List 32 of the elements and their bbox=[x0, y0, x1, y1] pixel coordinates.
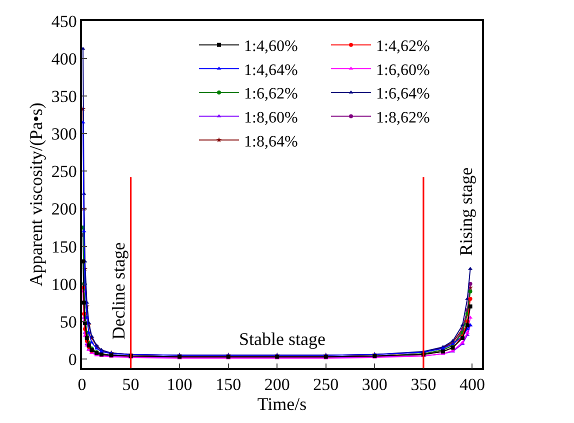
y-tick-label: 300 bbox=[51, 124, 77, 144]
legend-label: 1:4,60% bbox=[244, 38, 298, 56]
y-tick-label: 350 bbox=[51, 87, 77, 106]
y-tick-label: 150 bbox=[51, 237, 77, 256]
x-tick-label: 150 bbox=[216, 375, 242, 394]
x-tick-label: 100 bbox=[166, 375, 192, 394]
y-tick-label: 200 bbox=[51, 200, 77, 219]
annotation: Rising stage bbox=[456, 167, 476, 256]
x-tick-label: 250 bbox=[313, 375, 339, 394]
x-tick-label: 50 bbox=[122, 375, 140, 394]
x-tick-label: 300 bbox=[362, 375, 388, 394]
legend-label: 1:6,64% bbox=[376, 86, 430, 103]
legend-label: 1:4,64% bbox=[244, 62, 298, 79]
x-tick-label: 400 bbox=[459, 375, 485, 394]
legend-label: 1:4,62% bbox=[376, 38, 430, 56]
y-tick-label: 100 bbox=[51, 274, 77, 294]
x-axis-title: Time/s bbox=[257, 394, 307, 414]
x-tick-label: 350 bbox=[410, 375, 436, 394]
x-tick-label: 200 bbox=[264, 375, 290, 394]
annotation: Decline stage bbox=[108, 242, 128, 340]
y-tick-label: 0 bbox=[68, 350, 77, 369]
legend-label: 1:6,62% bbox=[244, 86, 298, 103]
y-axis-title: Apparent viscosity/(Pa•s) bbox=[26, 102, 46, 286]
annotation: Stable stage bbox=[239, 329, 326, 349]
legend-label: 1:8,62% bbox=[376, 109, 430, 126]
y-tick-label: 400 bbox=[51, 50, 77, 68]
legend-label: 1:6,60% bbox=[376, 62, 430, 79]
y-tick-label: 450 bbox=[51, 12, 77, 31]
legend-label: 1:8,60% bbox=[244, 109, 298, 126]
y-tick-label: 50 bbox=[60, 312, 77, 332]
y-tick-label: 250 bbox=[51, 162, 77, 182]
legend-label: 1:8,64% bbox=[244, 133, 298, 150]
